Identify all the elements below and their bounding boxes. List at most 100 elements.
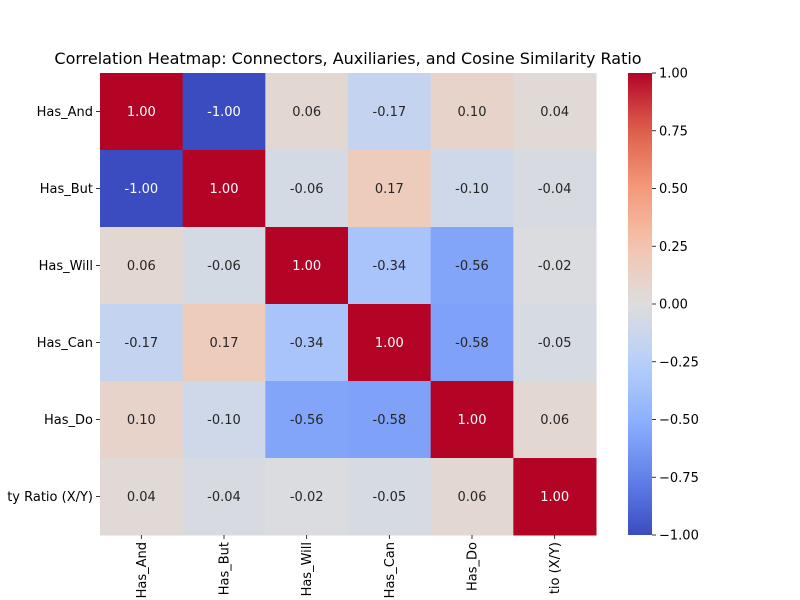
heatmap-cell (265, 150, 349, 228)
heatmap-cell (513, 73, 597, 151)
cell-value-label: -1.00 (125, 182, 159, 197)
cell-value-label: -0.17 (125, 336, 159, 351)
heatmap-cell (348, 150, 432, 228)
cell-value-label: 0.17 (375, 182, 404, 197)
cell-value-label: -0.34 (373, 259, 407, 274)
cell-value-label: -0.56 (290, 413, 324, 428)
y-tick-label: Has_Can (37, 336, 93, 351)
colorbar-tick-label: −0.75 (659, 471, 699, 486)
heatmap-cell (430, 227, 514, 305)
heatmap-cell (182, 304, 266, 382)
heatmap-cell (265, 304, 349, 382)
y-tick-label: Has_And (37, 105, 93, 120)
heatmap-cell (265, 227, 349, 305)
heatmap-cells (100, 73, 597, 536)
colorbar-tick-label: −1.00 (659, 529, 699, 544)
x-tick-label: Has_Will (300, 542, 315, 596)
heatmap-cell (182, 458, 266, 536)
heatmap-cell (182, 381, 266, 459)
heatmap-cell (100, 150, 184, 228)
y-tick-label: Has_Do (44, 413, 93, 428)
cell-value-label: 0.17 (210, 336, 239, 351)
heatmap-cell (513, 458, 597, 536)
cell-value-label: 0.06 (292, 105, 321, 120)
heatmap-cell-labels: 1.00 -1.00 0.06 -0.17 0.10 0.04 -1.00 1.00 -0.06… (125, 105, 572, 505)
cell-value-label: -0.58 (373, 413, 407, 428)
heatmap-cell (513, 381, 597, 459)
heatmap-cell (100, 73, 184, 151)
heatmap-cell (265, 381, 349, 459)
colorbar-tick-label: 0.75 (659, 124, 688, 139)
x-tick-label: Has_And (135, 542, 150, 598)
cell-value-label: -0.06 (290, 182, 324, 197)
x-tick-label: tio (X/Y) (548, 542, 563, 594)
cell-value-label: -0.06 (207, 259, 241, 274)
x-tick-label: Has_But (218, 542, 233, 595)
heatmap-cell (182, 73, 266, 151)
cell-value-label: -0.05 (373, 490, 407, 505)
cell-value-label: -1.00 (207, 105, 241, 120)
colorbar: 1.00 0.75 0.50 0.25 0.00 −0.25 −0.50 −0.75 −1.00 (628, 67, 699, 544)
heatmap-cell (348, 458, 432, 536)
x-tick-label: Has_Can (383, 542, 398, 598)
heatmap-cell (430, 150, 514, 228)
heatmap-cell (348, 73, 432, 151)
cell-value-label: 0.10 (127, 413, 156, 428)
y-tick-label: ty Ratio (X/Y) (7, 490, 93, 505)
heatmap-cell (100, 227, 184, 305)
heatmap-cell (513, 227, 597, 305)
cell-value-label: 1.00 (540, 490, 569, 505)
cell-value-label: 1.00 (127, 105, 156, 120)
cell-value-label: 1.00 (210, 182, 239, 197)
heatmap-cell (513, 150, 597, 228)
cell-value-label: -0.05 (538, 336, 572, 351)
heatmap-cell (430, 458, 514, 536)
cell-value-label: 0.04 (540, 105, 569, 120)
colorbar-gradient (628, 73, 652, 535)
colorbar-tick-label: −0.50 (659, 413, 699, 428)
heatmap-cell (430, 304, 514, 382)
heatmap-cell (348, 304, 432, 382)
cell-value-label: -0.56 (455, 259, 489, 274)
cell-value-label: -0.04 (207, 490, 241, 505)
cell-value-label: -0.34 (290, 336, 324, 351)
cell-value-label: 0.06 (127, 259, 156, 274)
colorbar-tick-label: 1.00 (659, 67, 688, 82)
heatmap-cell (100, 381, 184, 459)
cell-value-label: -0.10 (207, 413, 241, 428)
colorbar-tick-label: 0.25 (659, 240, 688, 255)
x-axis: Has_And Has_But Has_Will Has_Can Has_Do tio (… (135, 535, 563, 598)
heatmap-cell (265, 458, 349, 536)
colorbar-tick-label: −0.25 (659, 355, 699, 370)
chart-title: Correlation Heatmap: Connectors, Auxilia… (54, 49, 641, 68)
cell-value-label: 1.00 (375, 336, 404, 351)
heatmap-cell (265, 73, 349, 151)
cell-value-label: -0.17 (373, 105, 407, 120)
heatmap-cell (100, 304, 184, 382)
cell-value-label: -0.04 (538, 182, 572, 197)
cell-value-label: 0.06 (540, 413, 569, 428)
colorbar-tick-label: 0.50 (659, 182, 688, 197)
cell-value-label: 1.00 (292, 259, 321, 274)
heatmap-cell (513, 304, 597, 382)
heatmap-cell (182, 227, 266, 305)
heatmap-cell (348, 227, 432, 305)
heatmap-cell (100, 458, 184, 536)
cell-value-label: 1.00 (458, 413, 487, 428)
cell-value-label: -0.02 (290, 490, 324, 505)
heatmap-cell (430, 73, 514, 151)
cell-value-label: 0.10 (458, 105, 487, 120)
cell-value-label: -0.58 (455, 336, 489, 351)
heatmap-cell (430, 381, 514, 459)
cell-value-label: 0.04 (127, 490, 156, 505)
colorbar-tick-label: 0.00 (659, 298, 688, 313)
heatmap-cell (182, 150, 266, 228)
heatmap-cell (348, 381, 432, 459)
cell-value-label: -0.10 (455, 182, 489, 197)
y-tick-label: Has_Will (39, 259, 93, 274)
cell-value-label: 0.06 (458, 490, 487, 505)
cell-value-label: -0.02 (538, 259, 572, 274)
x-tick-label: Has_Do (466, 542, 481, 591)
